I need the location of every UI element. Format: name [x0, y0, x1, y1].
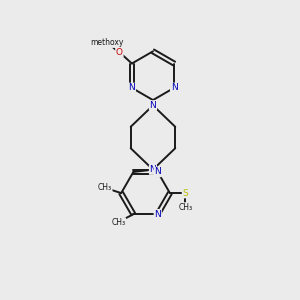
Text: N: N [150, 101, 156, 110]
Text: N: N [128, 83, 135, 92]
Text: N: N [171, 83, 178, 92]
Text: N: N [154, 210, 161, 219]
Text: N: N [154, 167, 161, 176]
Text: CH₃: CH₃ [98, 183, 112, 192]
Text: methoxy: methoxy [90, 38, 124, 47]
Text: CH₃: CH₃ [111, 218, 126, 227]
Text: methoxy: methoxy [90, 38, 124, 47]
Text: CH₃: CH₃ [178, 203, 192, 212]
Text: N: N [150, 165, 156, 174]
Text: S: S [182, 189, 188, 198]
Text: O: O [116, 48, 123, 57]
